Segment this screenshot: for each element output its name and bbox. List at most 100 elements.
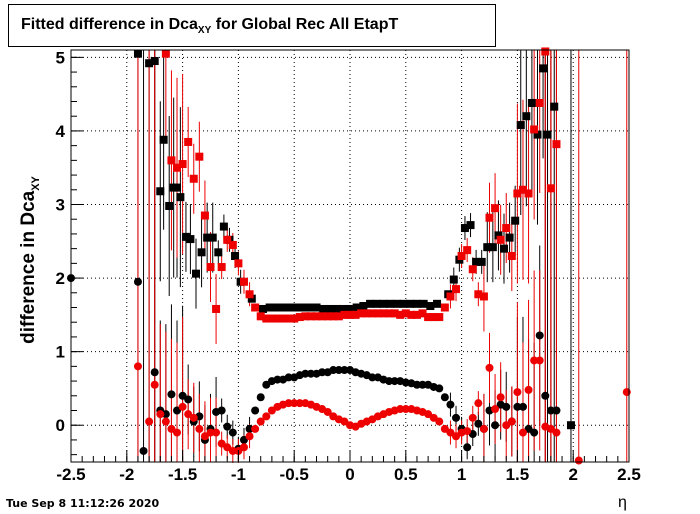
data-point-square: [518, 185, 527, 194]
data-point-square: [159, 135, 168, 144]
data-point-square: [219, 222, 228, 231]
data-point-square: [239, 277, 248, 286]
data-point-square: [524, 189, 533, 198]
data-point-square: [189, 174, 198, 183]
data-point-square: [352, 303, 361, 312]
data-point-square: [479, 292, 488, 301]
data-point-square: [133, 49, 142, 58]
data-point-square: [516, 121, 525, 130]
data-point-square: [256, 312, 265, 321]
title-subscript: XY: [197, 25, 212, 37]
data-point-circle: [139, 446, 148, 455]
data-point-square: [535, 98, 544, 107]
data-point-square: [184, 137, 193, 146]
data-point-circle: [239, 443, 248, 452]
data-point-square: [292, 303, 301, 312]
data-point-square: [477, 257, 486, 266]
data-point-square: [546, 184, 555, 193]
data-point-circle: [463, 427, 472, 436]
data-point-circle: [530, 356, 539, 365]
data-point-circle: [133, 362, 142, 371]
data-point-square: [173, 183, 182, 192]
data-point-square: [485, 213, 494, 222]
y-axis-label-subscript: XY: [29, 176, 42, 191]
data-point-square: [418, 309, 427, 318]
data-point-square: [195, 152, 204, 161]
timestamp: Tue Sep 8 11:12:26 2020: [6, 497, 160, 510]
data-point-circle: [256, 393, 265, 402]
x-tick-label: 2.5: [617, 465, 641, 484]
data-point-circle: [228, 428, 237, 437]
data-point-circle: [468, 413, 477, 422]
data-point-circle: [150, 368, 159, 377]
data-point-square: [318, 312, 327, 321]
data-point-square: [412, 310, 421, 319]
data-point-circle: [524, 385, 533, 394]
data-point-circle: [334, 366, 343, 375]
data-point-square: [368, 309, 377, 318]
data-point-circle: [518, 428, 527, 437]
data-point-square: [212, 304, 221, 313]
data-point-square: [346, 310, 354, 319]
data-point-circle: [368, 373, 377, 382]
data-point-square: [272, 303, 281, 312]
data-point-square: [527, 98, 536, 107]
data-point-square: [457, 252, 466, 260]
data-point-square: [156, 187, 165, 196]
data-point-square: [533, 130, 542, 139]
data-point-circle: [463, 443, 472, 452]
data-point-square: [346, 304, 354, 313]
data-point-circle: [245, 424, 254, 433]
data-point-circle: [212, 428, 221, 437]
data-point-square: [426, 302, 435, 311]
data-point-circle: [396, 405, 405, 414]
data-point-square: [284, 314, 293, 323]
data-point-circle: [552, 428, 561, 437]
y-tick-label: 3: [56, 196, 65, 215]
data-point-square: [295, 313, 304, 322]
data-point-circle: [290, 399, 299, 408]
data-point-circle: [552, 406, 561, 415]
data-point-square: [234, 259, 243, 268]
data-points: [67, 47, 631, 465]
data-point-circle: [189, 413, 198, 422]
data-point-circle: [133, 277, 142, 286]
title-main: Fitted difference in Dca: [21, 16, 198, 33]
data-point-square: [491, 204, 500, 213]
data-point-square: [208, 233, 217, 242]
data-point-circle: [161, 410, 170, 419]
data-point-square: [406, 299, 415, 308]
data-point-square: [433, 299, 442, 308]
data-point-circle: [184, 395, 193, 404]
data-point-square: [181, 232, 190, 241]
data-point-circle: [491, 421, 500, 430]
x-tick-label: -1.5: [168, 465, 197, 484]
data-point-square: [165, 201, 174, 210]
data-point-square: [452, 285, 461, 294]
data-point-circle: [251, 406, 260, 415]
x-tick-label: 0: [345, 465, 354, 484]
data-point-circle: [412, 380, 421, 389]
x-tick-label: -2.5: [56, 465, 85, 484]
data-point-circle: [535, 356, 544, 365]
data-point-square: [323, 312, 332, 321]
data-point-circle: [228, 446, 237, 455]
axis-ticks: [70, 56, 630, 462]
data-point-circle: [217, 406, 226, 415]
data-point-square: [357, 309, 366, 318]
data-point-circle: [156, 410, 165, 419]
data-point-square: [552, 140, 561, 149]
data-point-square: [385, 309, 394, 318]
data-point-square: [435, 313, 444, 322]
data-point-square: [483, 243, 492, 252]
tick-labels: -2.5 -2 -1.5 -1 -0.5 0 0.5 1 1.5 2 2.5 0 1 2 3 4 5: [56, 48, 641, 484]
data-point-square: [424, 313, 433, 322]
data-point-square: [251, 303, 260, 312]
data-point-square: [197, 248, 206, 257]
data-point-circle: [507, 417, 516, 426]
data-point-circle: [161, 417, 170, 426]
data-point-circle: [178, 402, 187, 411]
data-point-square: [191, 269, 200, 278]
x-tick-label: -2: [119, 465, 134, 484]
data-point-circle: [513, 402, 522, 411]
